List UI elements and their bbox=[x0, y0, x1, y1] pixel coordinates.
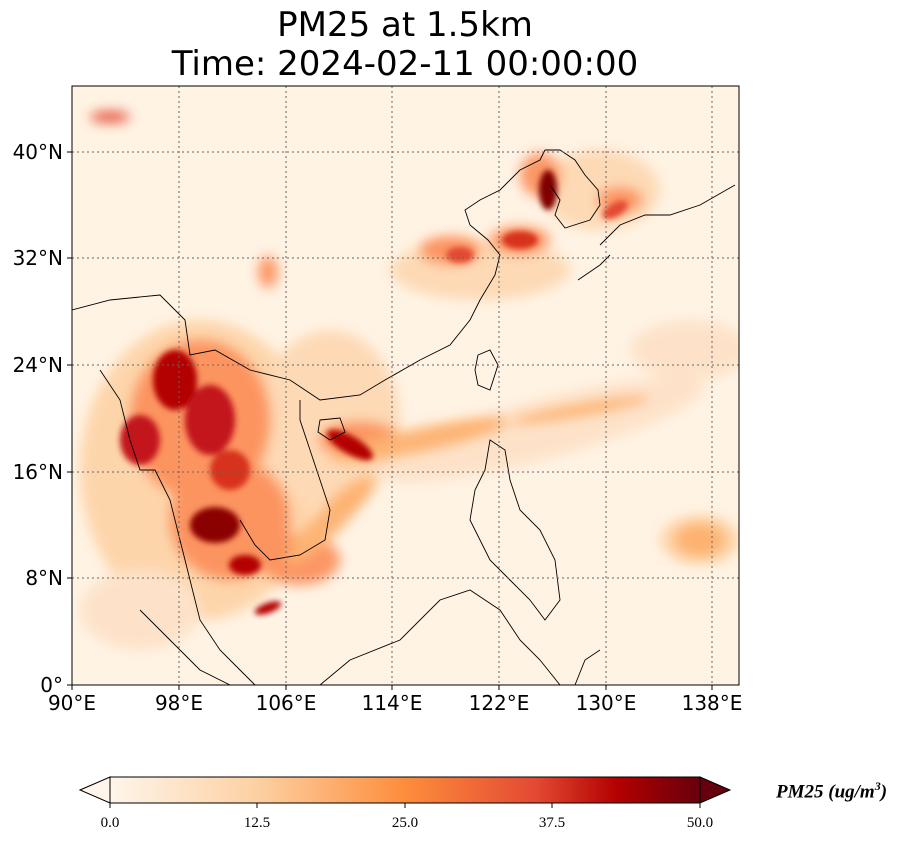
lon-tick-label: 138°E bbox=[681, 691, 743, 715]
lon-tick-label: 130°E bbox=[575, 691, 637, 715]
lon-tick-label: 90°E bbox=[47, 691, 97, 715]
colorbar-tick-label: 25.0 bbox=[391, 815, 419, 831]
lon-tick-label: 98°E bbox=[154, 691, 204, 715]
lat-tick-label: 0° bbox=[40, 673, 63, 697]
map-title: PM25 at 1.5km bbox=[277, 5, 533, 45]
colorbar-label-text: PM25 (ug/m bbox=[776, 781, 875, 803]
colorbar-label-exponent: 3 bbox=[874, 779, 881, 793]
lat-tick-label: 16°N bbox=[12, 460, 63, 484]
lon-tick-label: 122°E bbox=[468, 691, 530, 715]
colorbar-tick-label: 50.0 bbox=[686, 815, 714, 831]
colorbar-tick-label: 37.5 bbox=[538, 815, 566, 831]
lat-tick-label: 24°N bbox=[12, 353, 63, 377]
colorbar-label-close: ) bbox=[880, 781, 888, 803]
colorbar-max-extend bbox=[699, 776, 732, 804]
lat-tick-label: 8°N bbox=[25, 566, 63, 590]
colorbar-label: PM25 (ug/m3) bbox=[776, 779, 887, 803]
lat-tick-label: 32°N bbox=[12, 246, 63, 270]
coastlines bbox=[72, 149, 736, 685]
lon-tick-label: 106°E bbox=[255, 691, 317, 715]
map-time-subtitle: Time: 2024-02-11 00:00:00 bbox=[171, 44, 639, 84]
pm25-field bbox=[72, 86, 739, 685]
gridlines bbox=[72, 86, 739, 685]
lat-tick-label: 40°N bbox=[12, 140, 63, 164]
colorbar-min-extend bbox=[78, 776, 111, 804]
colorbar-gradient bbox=[109, 776, 701, 804]
colorbar bbox=[78, 776, 732, 808]
colorbar-tick-label: 0.0 bbox=[100, 815, 120, 831]
lon-tick-label: 114°E bbox=[361, 691, 423, 715]
axis-tick-marks bbox=[67, 151, 713, 690]
map-frame bbox=[71, 85, 740, 686]
colorbar-tick-label: 12.5 bbox=[243, 815, 271, 831]
